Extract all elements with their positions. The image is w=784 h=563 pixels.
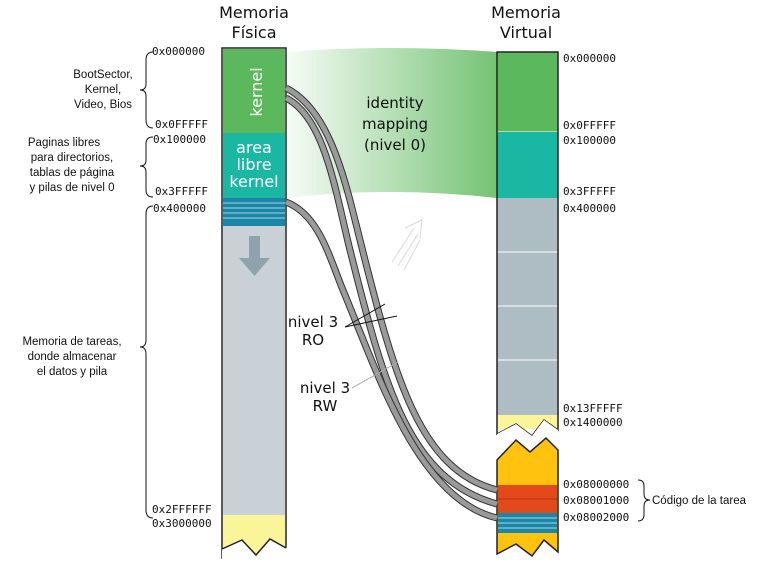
task-memory-note-line2: donde almacenar bbox=[28, 351, 117, 363]
physical-title-line1: Memoria bbox=[219, 3, 289, 22]
ghost-arrow-icon bbox=[391, 219, 423, 271]
phys-addr-1: 0x0FFFFF bbox=[155, 118, 208, 131]
brace-free-pages bbox=[139, 136, 154, 198]
identity-label-line2: mapping bbox=[362, 115, 428, 133]
task-memory-note-line1: Memoria de tareas, bbox=[22, 336, 121, 348]
free-area-label-line2: libre bbox=[236, 155, 271, 174]
kernel-label: kernel bbox=[247, 67, 266, 116]
ro-label-line2: RO bbox=[302, 331, 324, 349]
virt-addr-0: 0x000000 bbox=[563, 52, 616, 65]
brace-task-code bbox=[637, 479, 651, 522]
rw-label-line1: nivel 3 bbox=[300, 379, 350, 397]
bootsector-note-line2: Kernel, bbox=[85, 84, 121, 96]
phys-addr-5: 0x2FFFFFF bbox=[152, 503, 212, 516]
brace-task-memory bbox=[139, 205, 154, 519]
phys-addr-3: 0x3FFFFF bbox=[155, 185, 208, 198]
phys-addr-4: 0x400000 bbox=[153, 202, 206, 215]
virt-addr-7: 0x08000000 bbox=[563, 478, 629, 491]
physical-memory-column: kernel area libre kernel bbox=[221, 47, 287, 563]
bootsector-note-line3: Video, Bios bbox=[74, 99, 132, 111]
virt-addr-1: 0x0FFFFF bbox=[563, 119, 616, 132]
phys-addr-2: 0x100000 bbox=[153, 133, 206, 146]
virtual-kernel-block bbox=[497, 52, 558, 132]
virt-addr-4: 0x400000 bbox=[563, 202, 616, 215]
task-code-note: Código de la tarea bbox=[652, 495, 747, 507]
virtual-free-area-block bbox=[497, 132, 558, 198]
virt-addr-5: 0x13FFFFF bbox=[563, 402, 623, 415]
physical-title-line2: Física bbox=[231, 23, 276, 42]
rw-label-line2: RW bbox=[313, 397, 338, 415]
free-pages-note-line3: tablas de página bbox=[30, 167, 115, 179]
virtual-title-line2: Virtual bbox=[500, 23, 552, 42]
down-arrow-icon bbox=[239, 236, 270, 276]
physical-kernel-block bbox=[223, 49, 285, 133]
virt-addr-3: 0x3FFFFF bbox=[563, 185, 616, 198]
virt-addr-8: 0x08001000 bbox=[563, 494, 629, 507]
physical-tail-block bbox=[223, 515, 285, 556]
physical-page-stripes bbox=[223, 198, 285, 226]
free-pages-note-line1: Paginas libres bbox=[28, 137, 100, 149]
phys-addr-6: 0x3000000 bbox=[152, 517, 212, 530]
virt-addr-6: 0x1400000 bbox=[563, 416, 623, 429]
virtual-memory-column bbox=[496, 51, 559, 558]
free-pages-note-line2: para directorios, bbox=[31, 152, 113, 164]
bootsector-note-line1: BootSector, bbox=[73, 69, 132, 81]
virt-addr-9: 0x08002000 bbox=[563, 511, 629, 524]
free-pages-note-line4: y pilas de nivel 0 bbox=[29, 182, 114, 194]
free-area-label-line1: area bbox=[236, 138, 272, 157]
physical-free-area-block bbox=[223, 133, 285, 198]
virtual-title-line1: Memoria bbox=[491, 3, 561, 22]
free-area-label-line3: kernel bbox=[229, 172, 278, 191]
phys-addr-0: 0x000000 bbox=[152, 45, 205, 58]
mapping-curves bbox=[284, 84, 498, 522]
virt-addr-2: 0x100000 bbox=[563, 134, 616, 147]
virtual-code-ro-page bbox=[498, 485, 557, 499]
brace-bootsector bbox=[139, 51, 154, 129]
identity-label-line1: identity bbox=[366, 94, 423, 112]
task-memory-note-line3: el datos y pila bbox=[37, 366, 108, 378]
ro-label-line1: nivel 3 bbox=[288, 313, 338, 331]
identity-label-line3: (nivel 0) bbox=[364, 136, 426, 154]
virtual-code-rw-page bbox=[498, 499, 557, 513]
